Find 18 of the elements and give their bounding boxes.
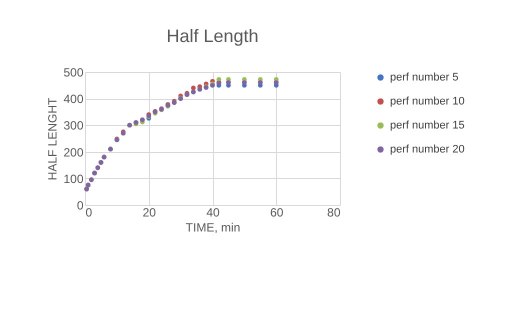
x-tick-label: 40 (206, 206, 220, 220)
legend-label: perf number 5 (390, 72, 458, 84)
chart-title: Half Length (166, 26, 259, 46)
legend-label: perf number 15 (390, 120, 465, 132)
y-tick-label: 100 (63, 172, 84, 186)
legend-label: perf number 20 (390, 144, 465, 156)
x-tick-label: 80 (327, 206, 341, 220)
x-tick-label: 0 (86, 206, 92, 220)
y-tick-label: 300 (63, 118, 84, 133)
y-tick-label: 400 (63, 92, 84, 106)
point (191, 86, 196, 90)
x-tick-label: 60 (270, 206, 284, 220)
y-tick-label: 200 (63, 145, 84, 160)
y-axis-title: HALF LENGHT (45, 96, 60, 180)
legend-label: perf number 10 (390, 96, 465, 108)
y-tick-label: 500 (63, 66, 84, 80)
x-axis-title: TIME, min (186, 220, 240, 234)
x-tick-label: 20 (142, 206, 156, 220)
